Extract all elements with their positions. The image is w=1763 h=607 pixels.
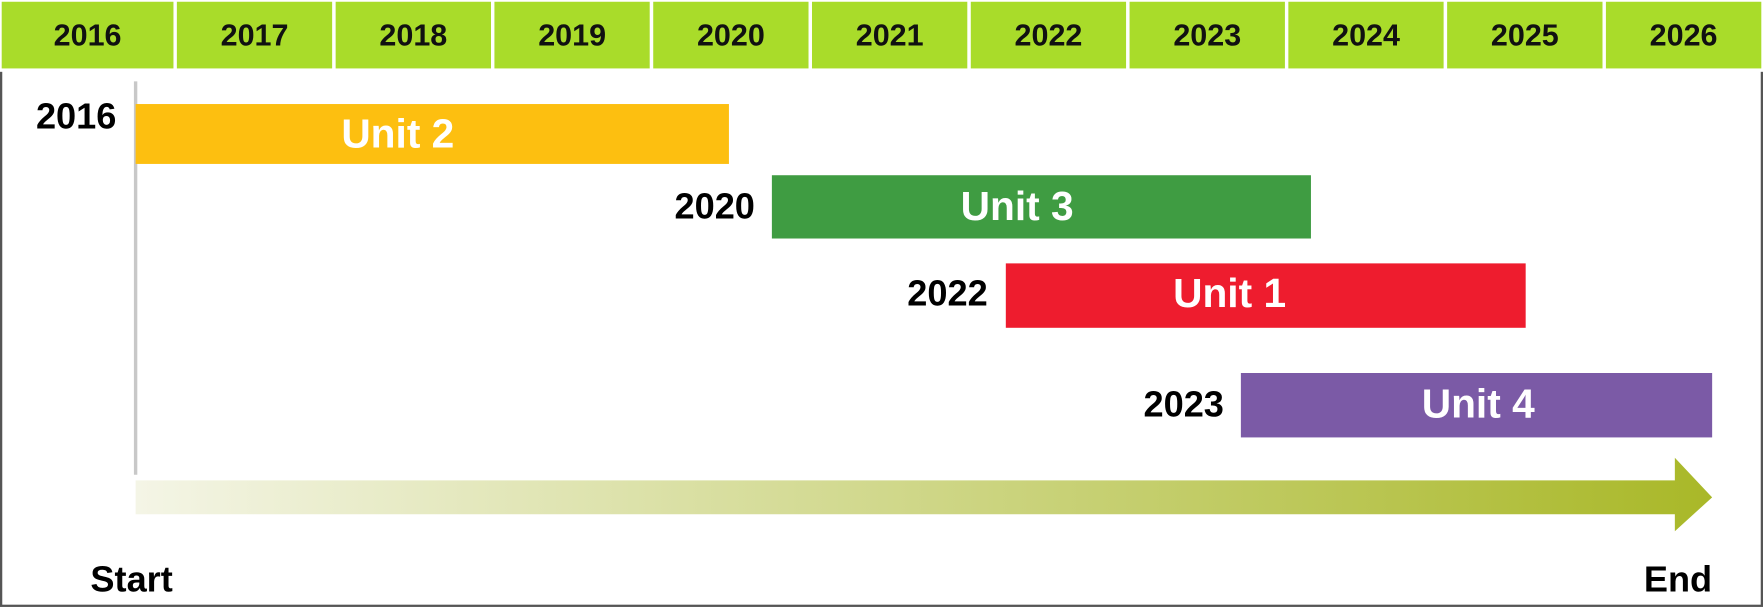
time-arrow bbox=[135, 457, 1713, 532]
task-start: 2022 bbox=[907, 273, 987, 314]
task-bar bbox=[771, 175, 1311, 239]
year-cell bbox=[332, 0, 495, 72]
task-label: Unit 3 bbox=[961, 183, 1074, 229]
task-bar bbox=[1005, 263, 1526, 328]
task-start: 2020 bbox=[674, 186, 754, 227]
year-cell bbox=[808, 0, 971, 72]
year-label: 2020 bbox=[697, 18, 765, 52]
year-cell bbox=[173, 0, 336, 72]
year-cell bbox=[0, 0, 177, 72]
year-label: 2017 bbox=[221, 18, 289, 52]
year-label: 2021 bbox=[856, 18, 924, 52]
task-start: 2016 bbox=[36, 95, 116, 136]
task-bar bbox=[135, 104, 729, 164]
year-label: 2025 bbox=[1491, 18, 1559, 52]
task-bar bbox=[1240, 373, 1713, 438]
year-cell bbox=[1443, 0, 1606, 72]
task-label: Unit 2 bbox=[341, 111, 454, 157]
year-cell bbox=[1602, 0, 1763, 72]
year-label: 2019 bbox=[538, 18, 606, 52]
year-label: 2016 bbox=[54, 18, 122, 52]
axis-start: Start bbox=[90, 559, 172, 600]
task-label: Unit 4 bbox=[1422, 381, 1535, 427]
year-label: 2023 bbox=[1173, 18, 1241, 52]
task-label: Unit 1 bbox=[1173, 270, 1286, 316]
year-label: 2024 bbox=[1332, 18, 1400, 52]
year-header: 2016 2017 2018 2019 2020 2021 2022 2023 2024 2025… bbox=[0, 0, 1763, 72]
year-label: 2018 bbox=[379, 18, 447, 52]
year-label: 2026 bbox=[1650, 18, 1718, 52]
year-cell bbox=[491, 0, 654, 72]
year-label: 2022 bbox=[1015, 18, 1083, 52]
axis-end: End bbox=[1644, 559, 1712, 600]
task-start: 2023 bbox=[1143, 383, 1223, 424]
